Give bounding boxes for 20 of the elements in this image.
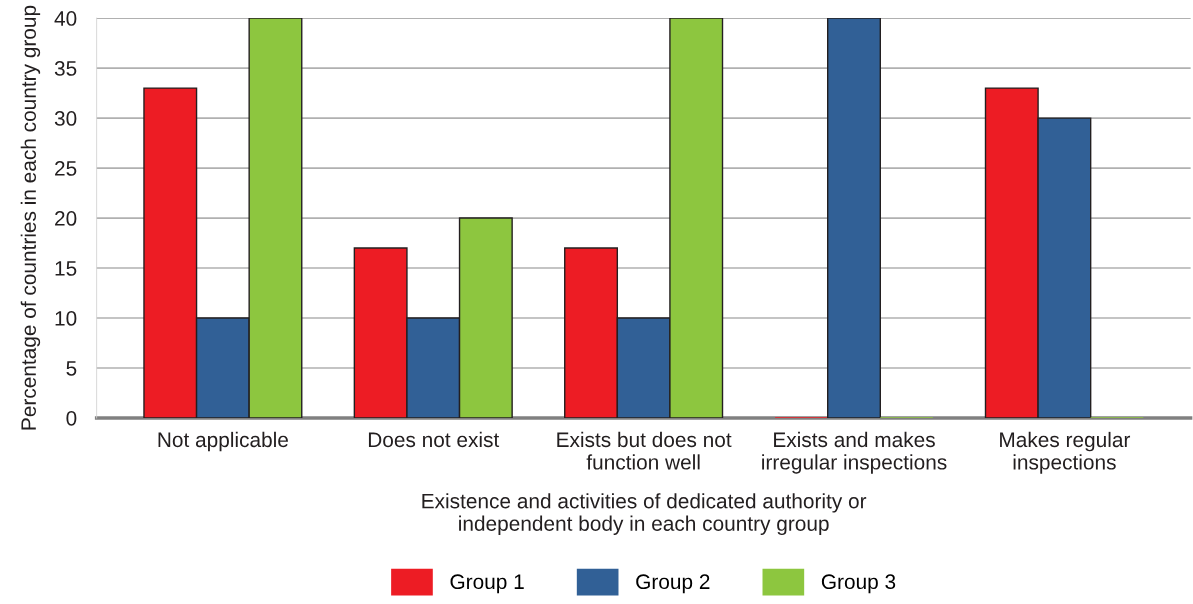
legend-label: Group 2 bbox=[636, 574, 710, 594]
y-tick-label: 15 bbox=[55, 261, 77, 276]
y-tick-label: 35 bbox=[54, 61, 77, 76]
x-tick-label: Makes regular inspections bbox=[1000, 431, 1131, 474]
y-tick-label: 0 bbox=[66, 410, 77, 426]
x-tick-label: Not applicable bbox=[158, 431, 288, 452]
y-tick-label: 20 bbox=[55, 211, 77, 226]
y-tick-label: 10 bbox=[55, 311, 77, 326]
y-tick-label: 30 bbox=[54, 111, 77, 126]
y-tick-label: 25 bbox=[55, 161, 77, 176]
y-tick-label: 40 bbox=[54, 11, 77, 26]
y-axis-title: Percentage of countries in each country group bbox=[20, 5, 41, 430]
x-axis-title: Existence and activities of dedicated authority or independent body in each country group bbox=[422, 493, 867, 536]
legend-label: Group 1 bbox=[450, 574, 524, 594]
y-tick-label: 5 bbox=[66, 361, 77, 376]
x-tick-label: Exists but does not function well bbox=[557, 431, 732, 470]
bar bbox=[827, 18, 881, 418]
x-tick-label: Does not exist bbox=[368, 431, 500, 448]
x-tick-label: Exists and makes irregular inspections bbox=[762, 431, 947, 474]
legend-label: Group 3 bbox=[821, 574, 896, 594]
